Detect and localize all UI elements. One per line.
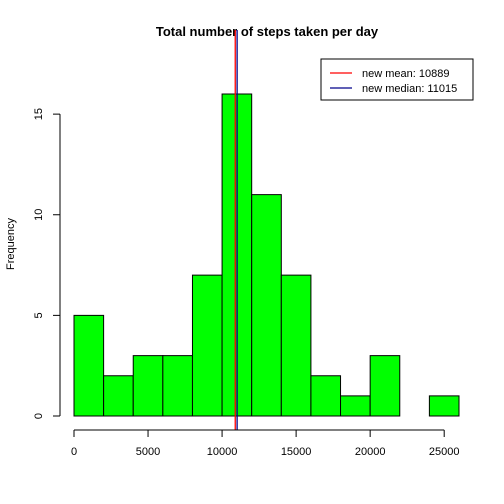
x-tick-label-0: 0 bbox=[71, 446, 77, 458]
y-tick-label-3: 15 bbox=[33, 108, 45, 120]
bar-3 bbox=[162, 355, 193, 417]
y-axis-label: Frequency bbox=[5, 218, 17, 270]
bar-7 bbox=[280, 274, 312, 417]
bars-group bbox=[73, 93, 460, 417]
bar-1 bbox=[103, 375, 134, 417]
bar-9 bbox=[340, 395, 371, 417]
y-tick-label-2: 10 bbox=[33, 209, 45, 221]
y-axis: 0 5 10 15 bbox=[33, 108, 61, 419]
bar-2 bbox=[132, 355, 164, 417]
x-tick-label-5: 25000 bbox=[429, 446, 460, 458]
x-tick-label-2: 10000 bbox=[207, 446, 238, 458]
bar-6 bbox=[251, 194, 282, 417]
x-tick-label-1: 5000 bbox=[136, 446, 160, 458]
legend-label-0: new mean: 10889 bbox=[362, 68, 449, 80]
bar-0 bbox=[73, 314, 105, 417]
y-tick-label-1: 5 bbox=[33, 312, 45, 318]
bar-10 bbox=[369, 355, 401, 417]
bar-8 bbox=[310, 375, 342, 417]
legend: new mean: 10889 new median: 11015 bbox=[320, 58, 474, 101]
x-axis: 0 5000 10000 15000 20000 25000 bbox=[71, 429, 460, 458]
x-tick-label-4: 20000 bbox=[355, 446, 386, 458]
legend-label-1: new median: 11015 bbox=[362, 83, 457, 95]
bar-4 bbox=[191, 274, 223, 417]
reference-lines-group bbox=[234, 30, 238, 430]
x-tick-label-3: 15000 bbox=[281, 446, 312, 458]
bar-12 bbox=[428, 395, 460, 417]
y-tick-label-0: 0 bbox=[33, 413, 45, 419]
legend-box bbox=[320, 58, 474, 101]
chart-title: Total number of steps taken per day bbox=[156, 24, 379, 39]
